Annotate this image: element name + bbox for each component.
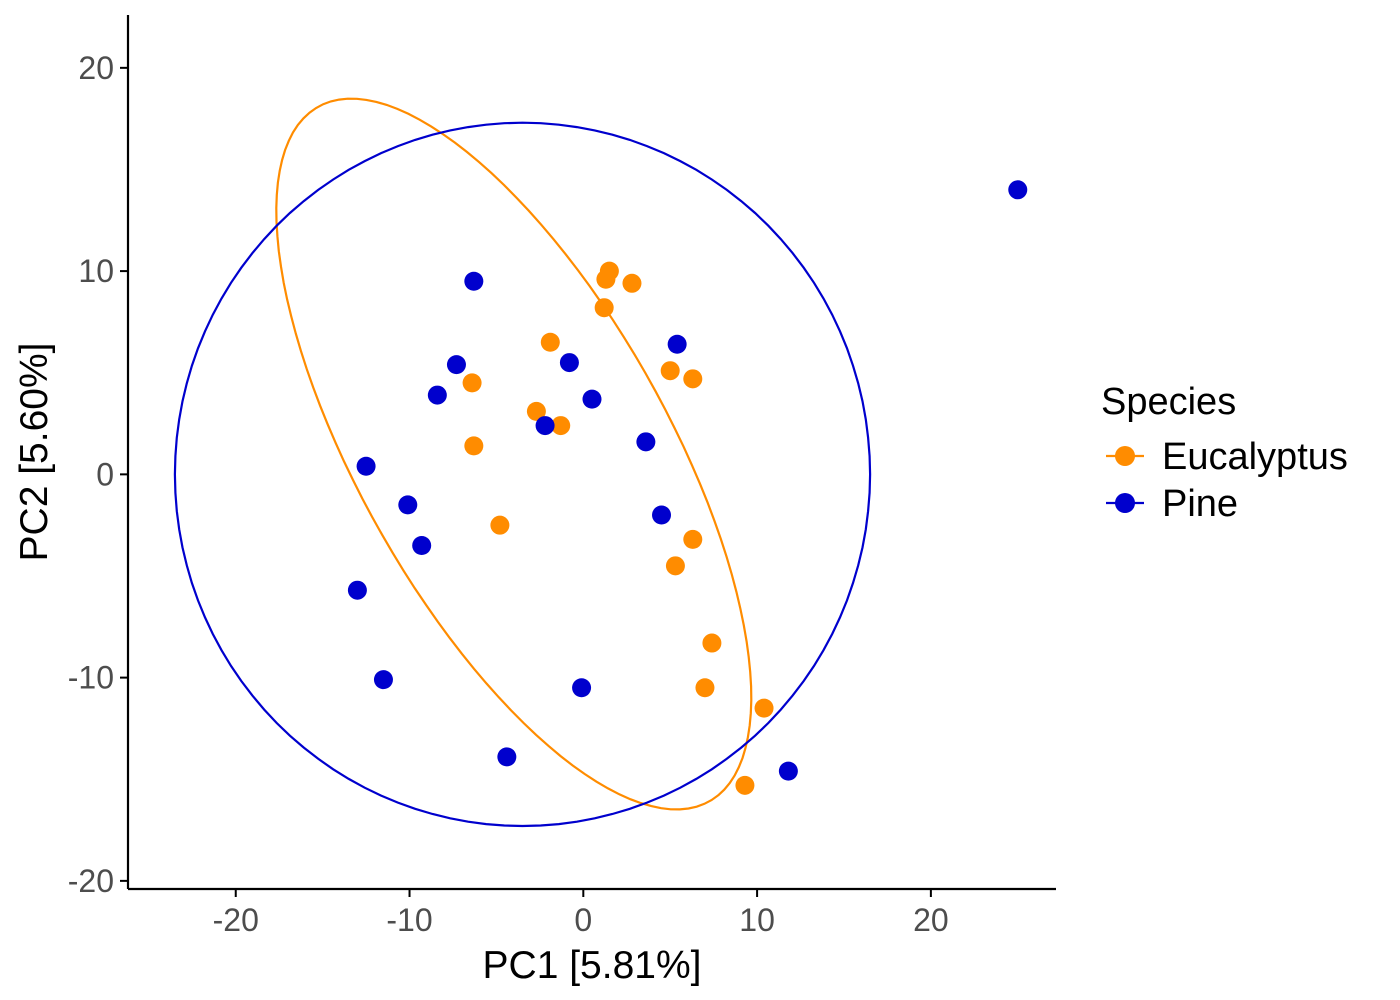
legend-key-dot-eucalyptus xyxy=(1115,446,1135,466)
legend-label-pine: Pine xyxy=(1162,483,1238,525)
y-axis-title: PC2 [5.60%] xyxy=(13,343,56,562)
legend-key-dot-pine xyxy=(1115,493,1135,513)
y-tick-label: 20 xyxy=(78,50,114,86)
data-points xyxy=(347,180,1028,795)
x-tick-label: -10 xyxy=(386,902,432,938)
point-eucalyptus xyxy=(540,332,560,352)
y-tick-label: 10 xyxy=(78,253,114,289)
legend: Species Eucalyptus Pine xyxy=(1101,381,1348,525)
point-pine xyxy=(398,495,418,515)
point-pine xyxy=(427,385,447,405)
x-axis-title: PC1 [5.81%] xyxy=(483,944,702,987)
point-eucalyptus xyxy=(594,298,614,318)
point-pine xyxy=(778,761,798,781)
y-axis-ticks: -20 -10 0 10 20 xyxy=(68,50,128,899)
x-tick-label: -20 xyxy=(213,902,259,938)
point-eucalyptus xyxy=(622,273,642,293)
point-eucalyptus xyxy=(551,416,571,436)
point-pine xyxy=(1008,180,1028,200)
point-eucalyptus xyxy=(735,775,755,795)
point-eucalyptus xyxy=(462,373,482,393)
point-pine xyxy=(582,389,602,409)
y-tick-label: -20 xyxy=(68,863,114,899)
point-eucalyptus xyxy=(702,633,722,653)
x-axis-ticks: -20 -10 0 10 20 xyxy=(213,889,949,938)
point-eucalyptus xyxy=(490,515,510,535)
point-pine xyxy=(356,456,376,476)
point-eucalyptus xyxy=(665,556,685,576)
point-pine xyxy=(559,353,579,373)
legend-label-eucalyptus: Eucalyptus xyxy=(1162,436,1348,478)
point-pine xyxy=(652,505,672,525)
point-pine xyxy=(464,271,484,291)
y-tick-label: 0 xyxy=(96,456,114,492)
point-pine xyxy=(373,670,393,690)
point-eucalyptus xyxy=(464,436,484,456)
point-pine xyxy=(497,747,517,767)
x-tick-label: 20 xyxy=(913,902,949,938)
x-tick-label: 0 xyxy=(574,902,592,938)
point-pine xyxy=(347,580,367,600)
point-pine xyxy=(535,416,555,436)
ellipse-pine xyxy=(173,121,872,828)
point-eucalyptus xyxy=(754,698,774,718)
point-eucalyptus xyxy=(683,369,703,389)
legend-title: Species xyxy=(1101,381,1236,423)
ellipse-eucalyptus xyxy=(275,97,753,811)
point-eucalyptus xyxy=(526,401,546,421)
point-pine xyxy=(572,678,592,698)
point-pine xyxy=(667,334,687,354)
point-eucalyptus xyxy=(596,269,616,289)
x-tick-label: 10 xyxy=(739,902,775,938)
point-pine xyxy=(446,355,466,375)
point-pine xyxy=(412,535,432,555)
point-eucalyptus xyxy=(695,678,715,698)
point-eucalyptus xyxy=(683,529,703,549)
point-pine xyxy=(636,432,656,452)
point-eucalyptus xyxy=(660,361,680,381)
confidence-ellipses xyxy=(173,97,872,828)
y-tick-label: -10 xyxy=(68,660,114,696)
